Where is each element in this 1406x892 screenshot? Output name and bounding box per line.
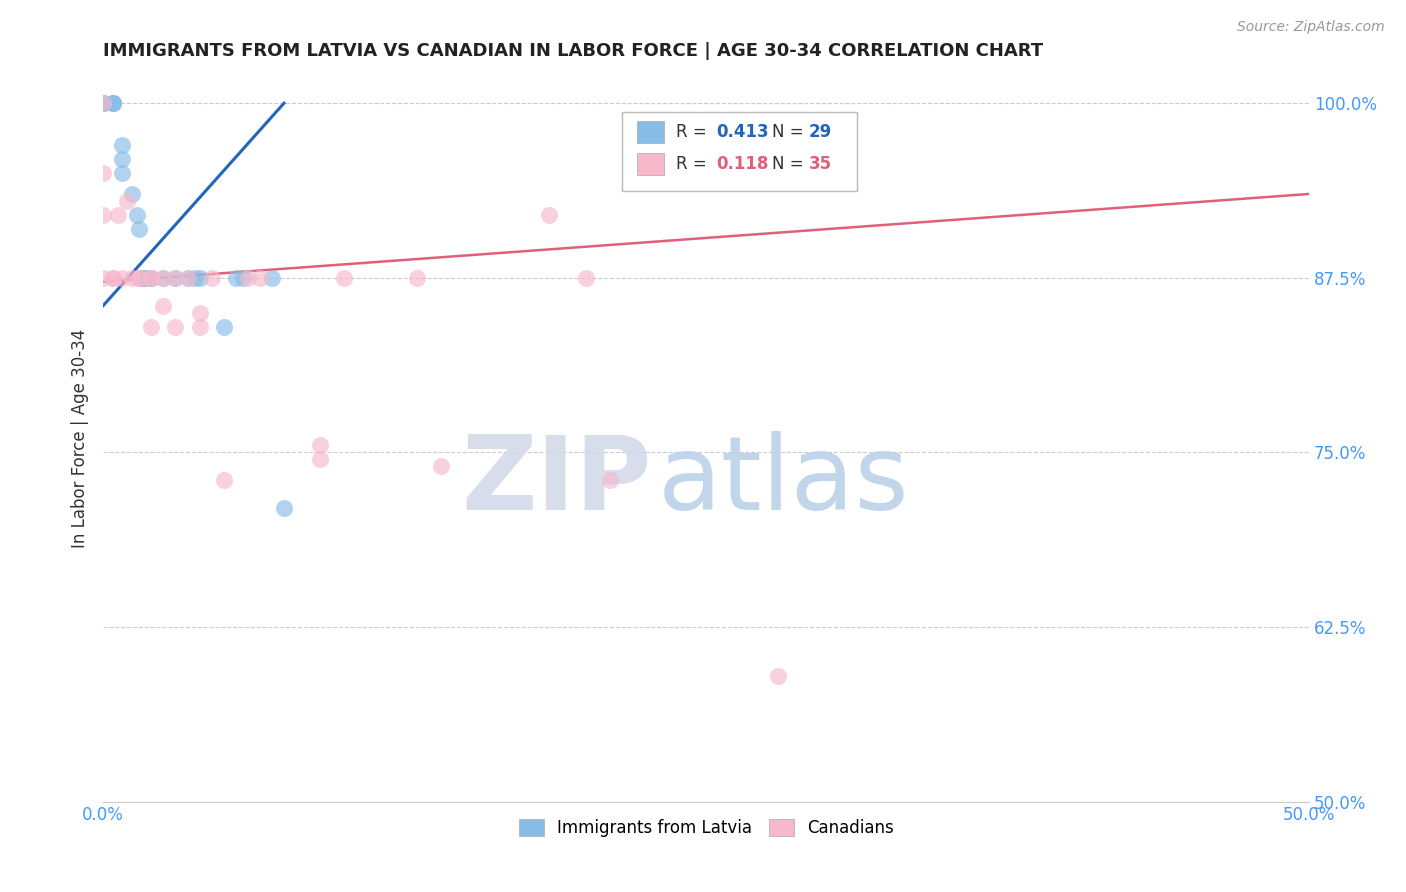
Point (599, 473, 621, 487)
Point (165, 319, 187, 334)
Point (91, 96, 114, 111)
Point (125, 208, 148, 222)
Point (117, 194, 139, 208)
Point (91, 96, 114, 111)
Point (152, 270, 174, 285)
Point (249, 270, 271, 285)
Point (111, 270, 134, 285)
Legend: Immigrants from Latvia, Canadians: Immigrants from Latvia, Canadians (512, 813, 900, 844)
Text: 0.118: 0.118 (716, 155, 768, 173)
Text: 29: 29 (808, 123, 832, 141)
Point (135, 270, 157, 285)
Point (184, 270, 207, 285)
Text: atlas: atlas (658, 432, 910, 533)
Point (768, 669, 790, 683)
Point (405, 270, 427, 285)
FancyBboxPatch shape (637, 121, 664, 143)
Point (141, 270, 163, 285)
Point (188, 319, 211, 334)
Point (225, 270, 247, 285)
Text: N =: N = (772, 155, 810, 173)
Point (111, 166, 134, 180)
Text: R =: R = (676, 123, 711, 141)
Text: 35: 35 (808, 155, 832, 173)
Point (152, 299, 174, 313)
Point (101, 96, 124, 111)
Point (111, 152, 134, 166)
Point (91, 96, 114, 111)
Point (176, 270, 198, 285)
Point (101, 96, 124, 111)
Point (91, 96, 114, 111)
Point (165, 270, 187, 285)
Point (538, 208, 561, 222)
Point (574, 270, 596, 285)
Text: N =: N = (772, 123, 810, 141)
FancyBboxPatch shape (621, 112, 856, 192)
Point (101, 270, 124, 285)
Point (121, 186, 143, 201)
Point (141, 270, 163, 285)
Point (128, 270, 150, 285)
Point (212, 473, 235, 487)
Point (101, 96, 124, 111)
Point (141, 319, 163, 334)
Point (131, 270, 153, 285)
Point (232, 270, 254, 285)
Point (128, 222, 150, 236)
Point (165, 270, 187, 285)
Text: Source: ZipAtlas.com: Source: ZipAtlas.com (1237, 20, 1385, 34)
Point (91, 166, 114, 180)
Point (176, 270, 198, 285)
Text: IMMIGRANTS FROM LATVIA VS CANADIAN IN LABOR FORCE | AGE 30-34 CORRELATION CHART: IMMIGRANTS FROM LATVIA VS CANADIAN IN LA… (103, 42, 1043, 60)
Point (121, 270, 143, 285)
Point (91, 96, 114, 111)
Point (273, 501, 295, 516)
Point (91, 270, 114, 285)
Point (212, 319, 235, 334)
Point (141, 270, 163, 285)
Point (128, 270, 150, 285)
Point (141, 270, 163, 285)
FancyBboxPatch shape (637, 153, 664, 175)
Point (101, 270, 124, 285)
Point (309, 438, 332, 452)
Point (111, 138, 134, 153)
Point (107, 208, 129, 222)
Text: 0.413: 0.413 (716, 123, 768, 141)
Point (188, 306, 211, 320)
Point (260, 270, 283, 285)
Point (152, 270, 174, 285)
Point (188, 270, 211, 285)
Text: ZIP: ZIP (461, 432, 652, 533)
Point (430, 459, 453, 474)
Point (309, 452, 332, 467)
Point (131, 270, 153, 285)
Point (201, 270, 224, 285)
Point (91, 208, 114, 222)
Y-axis label: In Labor Force | Age 30-34: In Labor Force | Age 30-34 (72, 329, 89, 548)
Point (91, 96, 114, 111)
Point (236, 270, 259, 285)
Point (333, 270, 356, 285)
Text: R =: R = (676, 155, 711, 173)
